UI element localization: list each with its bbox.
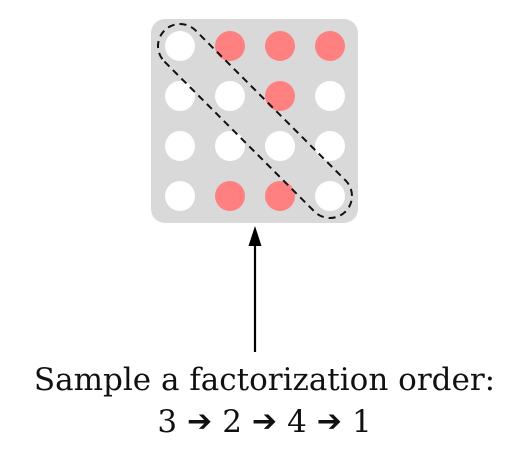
grid-cell-0-0-empty <box>165 31 195 61</box>
grid-cell-3-2-filled <box>265 181 295 211</box>
order-arrow-icon: ➔ <box>187 404 213 439</box>
grid-cell-1-0-empty <box>165 81 195 111</box>
grid-cell-1-2-filled <box>265 81 295 111</box>
grid-cell-2-1-empty <box>215 131 245 161</box>
grid-cells <box>165 31 345 211</box>
order-step-4: 1 <box>351 404 372 440</box>
caption-title: Sample a factorization order: <box>33 362 496 398</box>
grid-cell-3-1-filled <box>215 181 245 211</box>
order-step-3: 4 <box>287 404 307 440</box>
grid-cell-0-2-filled <box>265 31 295 61</box>
grid-cell-0-1-filled <box>215 31 245 61</box>
grid-cell-2-0-empty <box>165 131 195 161</box>
grid-cell-2-2-empty <box>265 131 295 161</box>
arrow-head <box>248 226 262 246</box>
factorization-order: 3 ➔ 2 ➔ 4 ➔ 1 <box>0 402 529 442</box>
grid-background <box>151 19 358 223</box>
grid-cell-3-3-empty <box>315 181 345 211</box>
grid-cell-2-3-empty <box>315 131 345 161</box>
order-step-2: 2 <box>222 404 242 440</box>
grid-cell-3-0-empty <box>165 181 195 211</box>
grid-cell-1-1-empty <box>215 81 245 111</box>
order-arrow-icon: ➔ <box>251 404 278 439</box>
order-step-1: 3 <box>157 404 178 440</box>
grid-cell-0-3-filled <box>315 31 345 61</box>
diagonal-highlight-outline <box>157 23 353 219</box>
order-arrow-icon: ➔ <box>316 404 342 439</box>
grid-cell-1-3-empty <box>315 81 345 111</box>
